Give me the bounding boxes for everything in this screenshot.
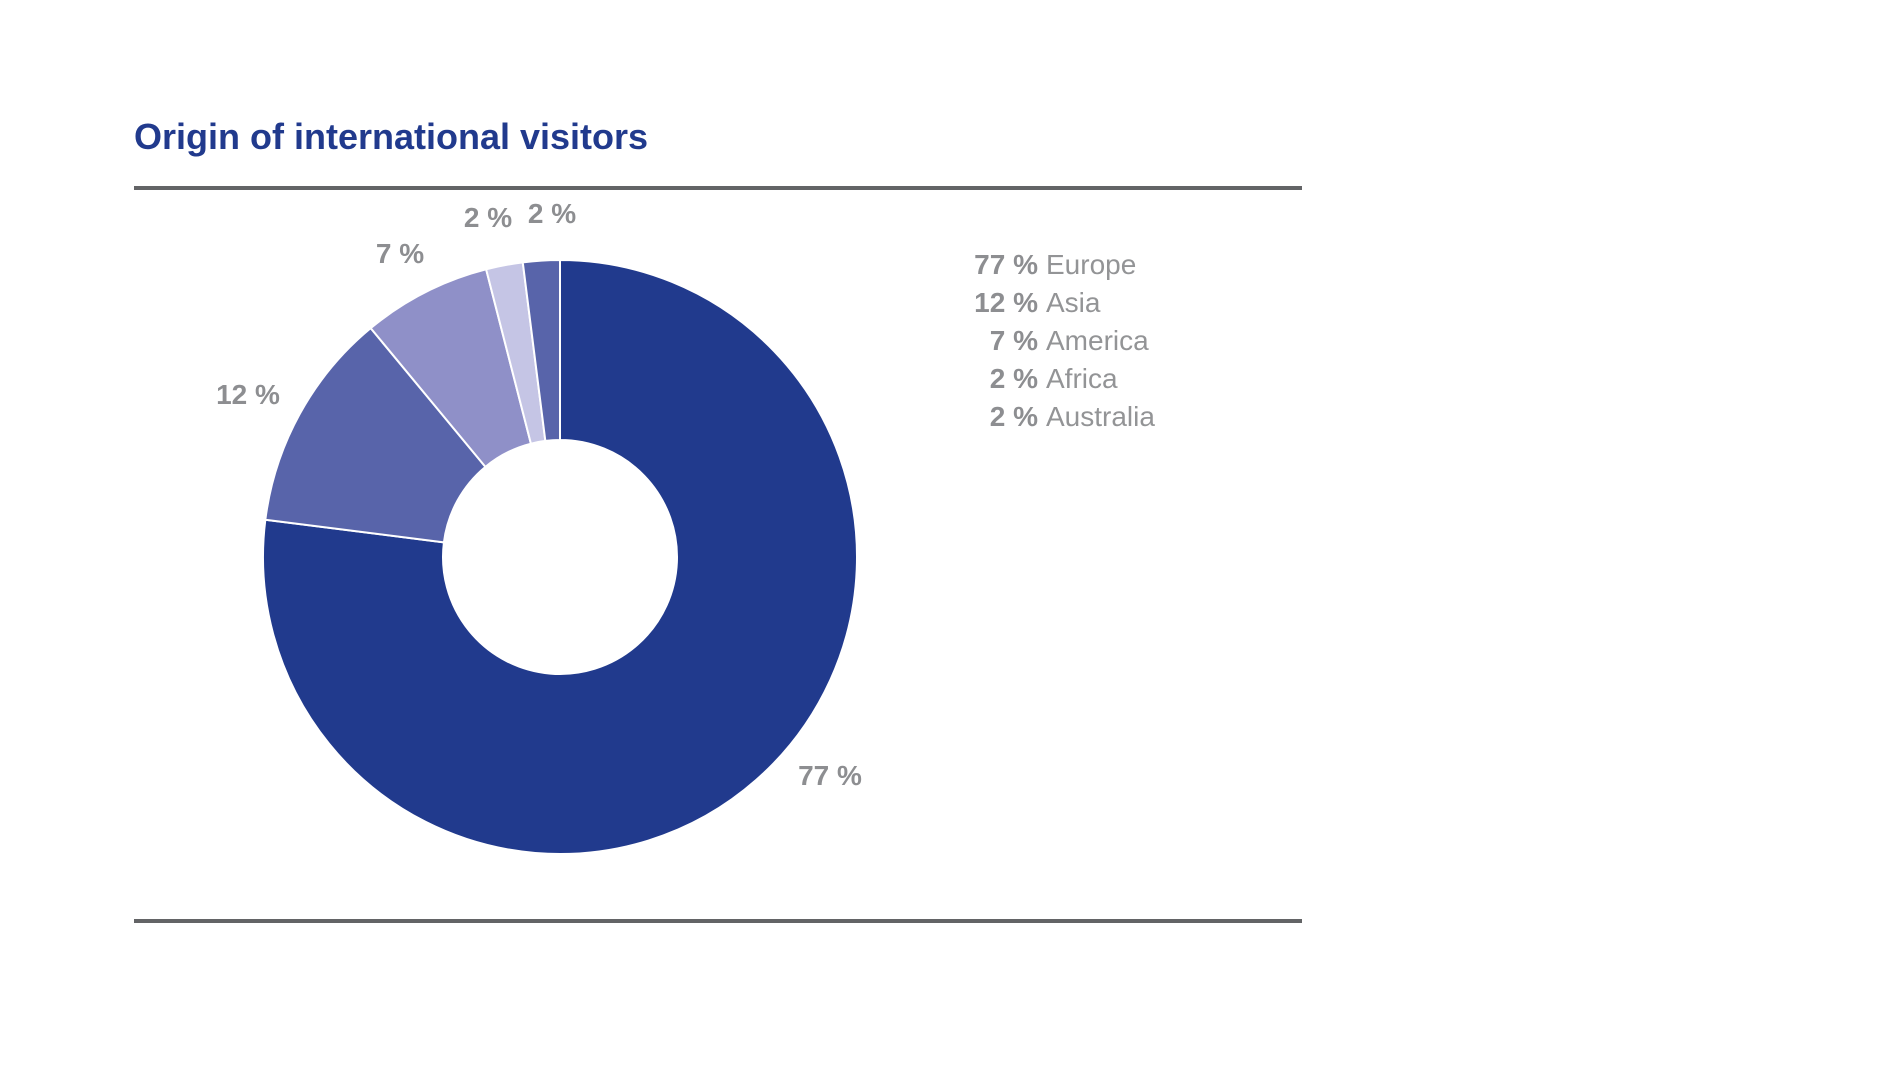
legend-label: Asia — [1046, 287, 1101, 318]
slice-europe — [262, 258, 858, 855]
legend-label: Europe — [1046, 249, 1137, 280]
slice-label-america: 7 % — [376, 238, 424, 269]
bottom-rule — [134, 919, 1302, 923]
legend-value: 2 % — [989, 363, 1038, 394]
slice-asia — [264, 326, 487, 544]
slice-label-europe: 77 % — [798, 760, 862, 791]
legend: 77 % Europe 12 % Asia 7 % America 2 % Af… — [950, 246, 1155, 436]
top-rule — [134, 186, 1302, 190]
slice-labels: 77 % 12 % 7 % 2 % 2 % — [216, 198, 862, 791]
slice-label-asia: 12 % — [216, 379, 280, 410]
donut-slices — [262, 258, 858, 855]
legend-label: Australia — [1046, 401, 1155, 432]
legend-item-asia: 12 % Asia — [950, 284, 1155, 322]
legend-item-australia: 2 % Australia — [950, 398, 1155, 436]
slice-label-africa: 2 % — [464, 202, 512, 233]
legend-value: 7 % — [989, 325, 1038, 356]
legend-label: America — [1046, 325, 1149, 356]
legend-item-america: 7 % America — [950, 322, 1155, 360]
slice-australia — [521, 258, 561, 443]
chart-title: Origin of international visitors — [134, 116, 649, 157]
legend-value: 77 % — [974, 249, 1038, 280]
slice-label-australia: 2 % — [528, 198, 576, 229]
legend-value: 2 % — [989, 401, 1038, 432]
legend-value: 12 % — [974, 287, 1038, 318]
legend-item-europe: 77 % Europe — [950, 246, 1155, 284]
legend-label: Africa — [1046, 363, 1118, 394]
legend-item-africa: 2 % Africa — [950, 360, 1155, 398]
